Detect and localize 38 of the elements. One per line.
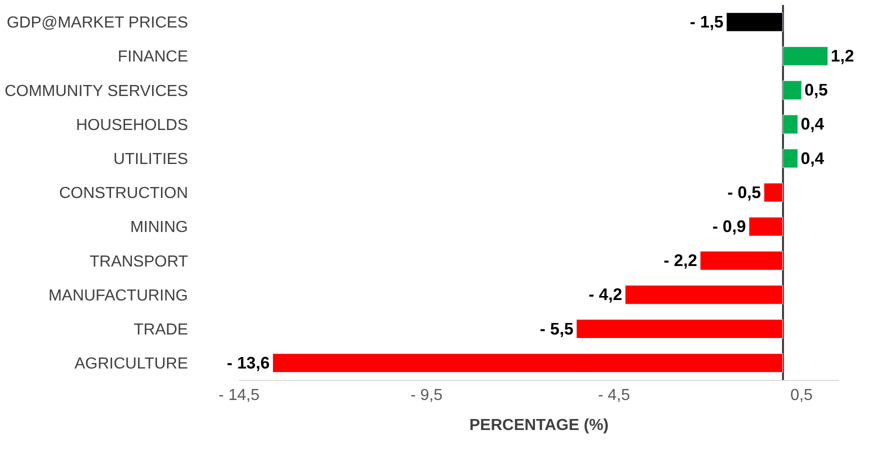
- data-label: 0,4: [800, 114, 825, 134]
- x-tick-label: - 9,5: [410, 387, 443, 404]
- bar: [782, 114, 798, 134]
- x-tick-label: - 4,5: [598, 387, 630, 404]
- y-tick-label: TRANSPORT: [90, 253, 188, 270]
- y-tick-label: CONSTRUCTION: [59, 185, 188, 202]
- y-tick-label: MINING: [130, 219, 188, 236]
- data-label: - 1,5: [690, 12, 724, 32]
- data-label: - 4,2: [588, 285, 622, 304]
- y-tick-label: FINANCE: [118, 48, 188, 66]
- y-tick-label: UTILITIES: [113, 151, 188, 168]
- x-axis-title: PERCENTAGE (%): [469, 416, 609, 434]
- x-tick-label: 0,5: [790, 387, 813, 404]
- y-tick-label: TRADE: [134, 321, 188, 338]
- y-tick-label: MANUFACTURING: [48, 287, 188, 304]
- bar: [700, 251, 783, 270]
- data-label: - 5,5: [540, 319, 574, 338]
- data-label: 1,2: [830, 46, 854, 66]
- y-tick-label: COMMUNITY SERVICES: [4, 82, 188, 100]
- data-label: - 0,9: [712, 217, 746, 236]
- bar: [782, 80, 802, 100]
- x-tick-label: - 14,5: [218, 387, 260, 404]
- bar: [782, 148, 798, 168]
- y-tick-label: GDP@MARKET PRICES: [6, 14, 188, 32]
- data-label: - 2,2: [664, 251, 698, 270]
- data-label: - 13,6: [226, 353, 270, 372]
- bar: [625, 285, 783, 304]
- bar: [272, 353, 783, 373]
- bar: [726, 12, 783, 32]
- bar: [748, 216, 783, 236]
- data-label: 0,4: [800, 148, 825, 168]
- bar: [782, 46, 828, 66]
- bar: [764, 182, 783, 202]
- bar: [576, 319, 783, 338]
- data-label: - 0,5: [727, 182, 761, 202]
- data-label: 0,5: [804, 80, 828, 100]
- y-tick-label: AGRICULTURE: [74, 356, 188, 373]
- y-tick-label: HOUSEHOLDS: [76, 116, 188, 134]
